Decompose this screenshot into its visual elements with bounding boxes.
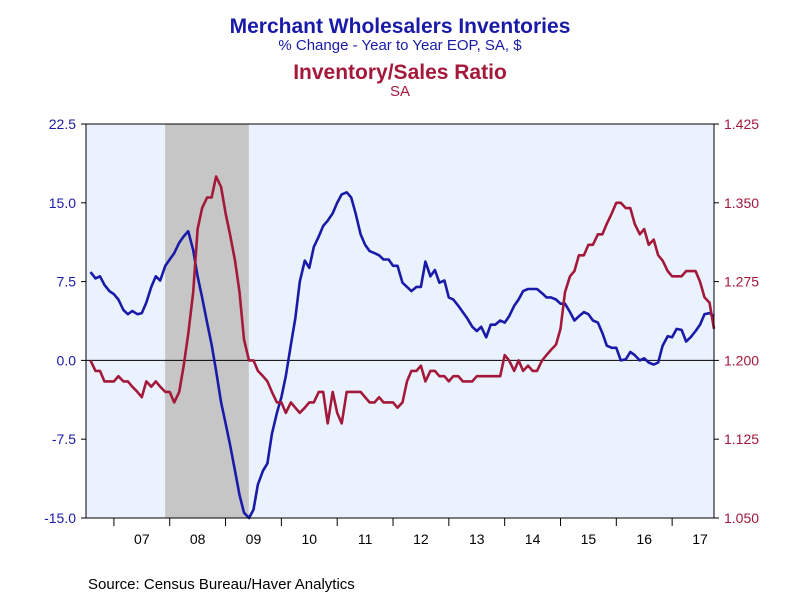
x-axis-tick-label: 13 [469, 531, 485, 547]
left-axis-tick-label: 7.5 [57, 274, 77, 290]
x-axis-tick-label: 11 [358, 531, 373, 547]
source-note: Source: Census Bureau/Haver Analytics [88, 576, 355, 593]
axes-group: 22.5 15.0 7.5 0.0 -7.5 -15.0 1.425 1.350 1.275 1.… [44, 116, 759, 547]
series-group [89, 175, 716, 520]
plot-frame [85, 123, 715, 519]
x-axis-tick-label: 12 [413, 531, 429, 547]
right-axis-tick-label: 1.125 [724, 431, 759, 447]
x-axis-tick-label: 14 [525, 531, 541, 547]
left-axis-tick-label: 0.0 [57, 352, 77, 368]
right-axis-tick-label: 1.425 [724, 116, 759, 132]
left-axis-tick-label: 22.5 [49, 116, 76, 132]
x-axis-tick-label: 16 [636, 531, 652, 547]
x-axis-tick-label: 07 [134, 531, 150, 547]
chart-subtitle-blue: % Change - Year to Year EOP, SA, $ [278, 37, 522, 54]
left-axis-tick-label: -15.0 [44, 510, 76, 526]
chart-title: Merchant Wholesalers Inventories [229, 15, 571, 38]
x-axis-tick-label: 10 [301, 531, 317, 547]
series-line-inventory-sales-ratio [89, 175, 716, 425]
x-axis-tick-label: 08 [190, 531, 206, 547]
right-axis-tick-label: 1.275 [724, 274, 759, 290]
chart-title-secondary: Inventory/Sales Ratio [293, 61, 507, 84]
right-axis-tick-label: 1.350 [724, 195, 759, 211]
x-axis-tick-label: 09 [246, 531, 262, 547]
left-axis-tick-label: -7.5 [52, 431, 76, 447]
right-axis-tick-label: 1.200 [724, 352, 759, 368]
x-axis-tick-label: 17 [692, 531, 708, 547]
right-axis-tick-label: 1.050 [724, 510, 759, 526]
x-axis-tick-label: 15 [581, 531, 597, 547]
chart-subtitle-red: SA [389, 83, 410, 100]
left-axis-tick-label: 15.0 [49, 195, 76, 211]
